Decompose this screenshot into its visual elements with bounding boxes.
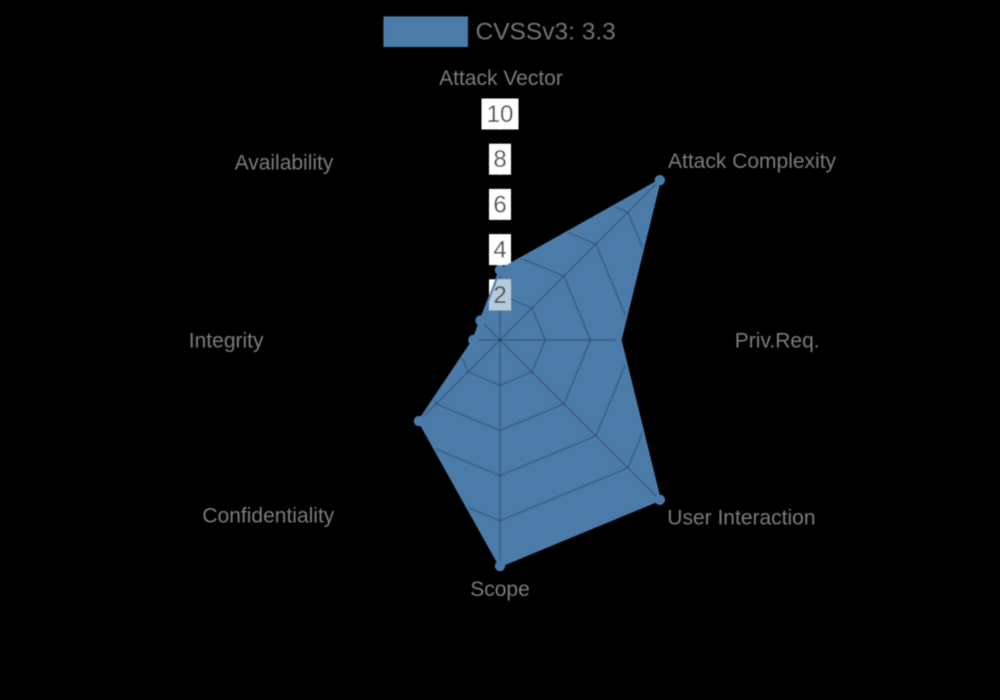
svg-text:8: 8 xyxy=(493,146,506,173)
svg-text:Attack Vector: Attack Vector xyxy=(439,67,563,90)
svg-text:Availability: Availability xyxy=(235,152,334,175)
svg-text:User Interaction: User Interaction xyxy=(667,507,815,530)
svg-text:Priv.Req.: Priv.Req. xyxy=(735,330,820,353)
svg-text:Attack Complexity: Attack Complexity xyxy=(668,150,837,173)
svg-text:Scope: Scope xyxy=(470,578,530,601)
svg-text:6: 6 xyxy=(493,191,506,218)
svg-text:Confidentiality: Confidentiality xyxy=(202,504,334,527)
svg-text:CVSSv3: 3.3: CVSSv3: 3.3 xyxy=(476,19,616,46)
svg-text:Integrity: Integrity xyxy=(189,329,264,352)
svg-text:2: 2 xyxy=(493,282,506,309)
svg-text:4: 4 xyxy=(493,237,506,264)
svg-text:10: 10 xyxy=(487,101,514,128)
